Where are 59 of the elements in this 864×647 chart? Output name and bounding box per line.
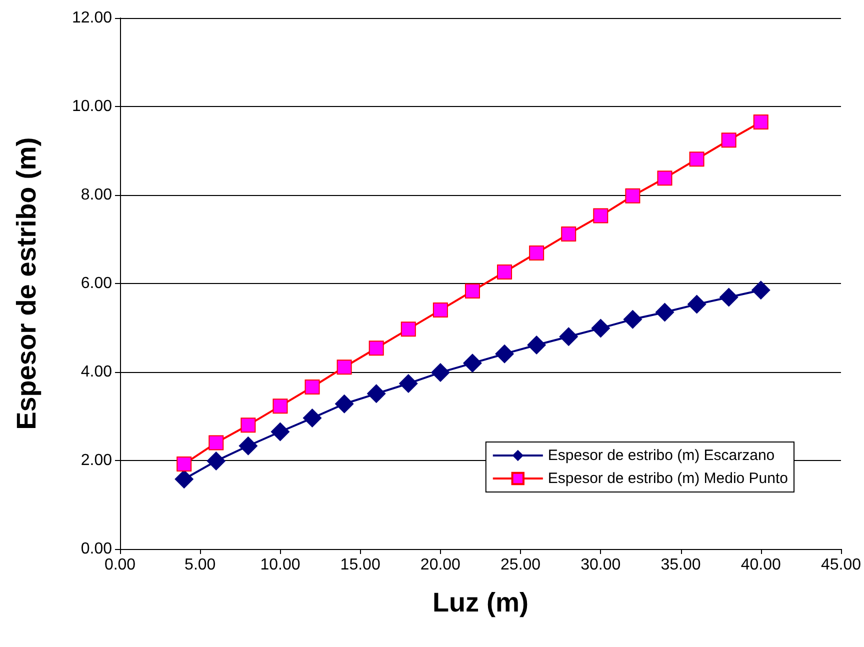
point [430,362,450,382]
point [366,384,386,404]
point [336,360,352,375]
point [334,394,354,414]
point [593,208,608,224]
point [719,288,738,307]
y-tick-label: 8.00 [80,186,112,204]
x-tick-label: 20.00 [420,556,461,574]
point [238,436,258,456]
point [400,322,416,337]
x-tick-label: 45.00 [820,556,862,574]
point [432,302,448,318]
y-tick-label: 10.00 [72,98,112,115]
point [304,380,320,395]
y-tick-label: 0.00 [80,540,112,558]
x-tick-label: 30.00 [580,556,621,574]
point [527,336,546,355]
point [497,264,512,280]
point [176,456,192,472]
x-tick-label: 15.00 [340,556,380,574]
x-tick-label: 0.00 [104,556,136,574]
x-tick-label: 10.00 [260,556,300,574]
point [657,170,672,186]
point [529,245,544,260]
point [270,422,290,442]
x-tick-label: 40.00 [740,556,781,574]
y-tick-label: 6.00 [80,275,112,292]
y-tick-label: 4.00 [80,364,112,380]
point [721,132,736,148]
point [687,294,706,314]
y-tick-label: 2.00 [80,452,112,469]
point [753,114,768,130]
point [240,418,256,433]
point [462,354,482,373]
point [464,284,480,299]
point [368,340,384,356]
point [561,226,576,242]
point [751,280,770,300]
x-axis-title: Luz (m) [432,588,528,618]
x-tick-label: 5.00 [184,556,216,574]
point [623,310,642,329]
legend-label: Espesor de estribo (m) Medio Punto [548,470,788,487]
point [495,344,514,364]
y-axis-title: Espesor de estribo (m) [12,137,42,430]
point [174,470,194,489]
point [689,152,704,167]
point [591,318,610,338]
x-tick-label: 25.00 [500,556,541,574]
point [208,435,224,450]
y-tick-label: 12.00 [72,10,112,26]
point [272,398,288,414]
point [206,451,226,470]
point [625,188,640,204]
point [398,374,418,394]
point [302,408,322,428]
point [559,327,578,346]
legend-label: Espesor de estribo (m) Escarzano [548,447,775,464]
point [655,302,674,322]
x-tick-label: 35.00 [660,556,701,574]
